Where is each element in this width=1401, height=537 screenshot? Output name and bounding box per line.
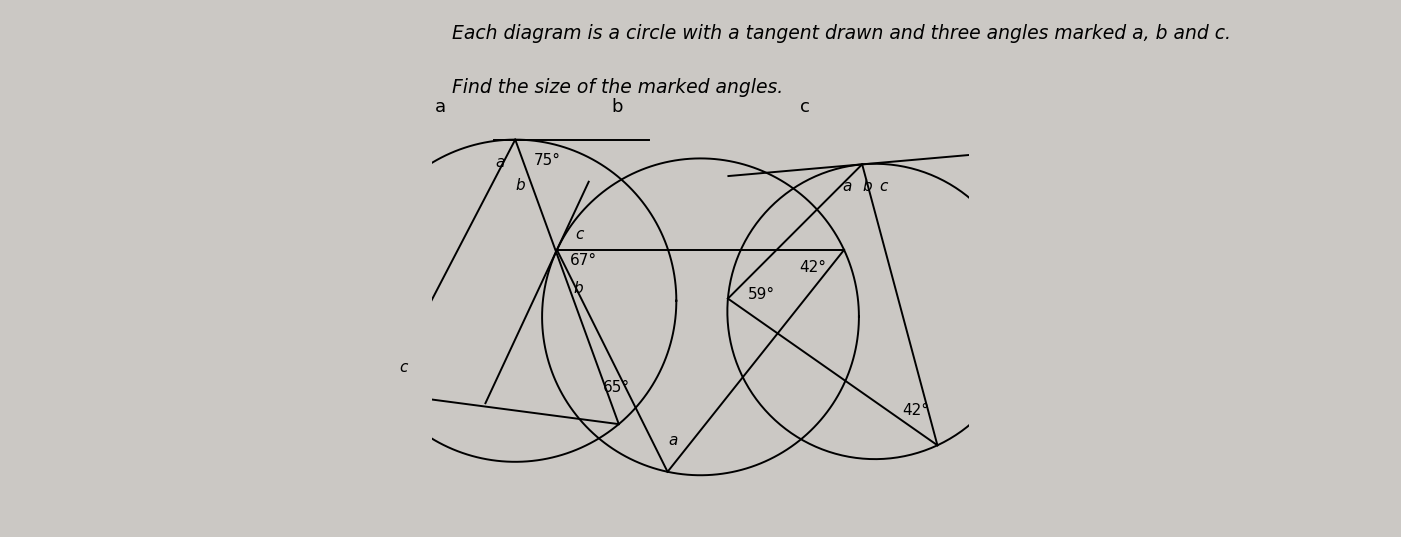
Text: a: a (496, 155, 504, 170)
Text: 42°: 42° (800, 259, 827, 274)
Text: b: b (611, 98, 623, 117)
Text: b: b (516, 178, 525, 193)
Text: Each diagram is a circle with a tangent drawn and three angles marked a, b and c: Each diagram is a circle with a tangent … (453, 24, 1231, 43)
Text: 59°: 59° (748, 287, 775, 302)
Text: c: c (800, 98, 810, 117)
Text: 42°: 42° (902, 403, 929, 418)
Text: c: c (576, 227, 584, 242)
Text: b: b (573, 281, 583, 296)
Text: c: c (880, 179, 888, 194)
Text: c: c (399, 360, 408, 375)
Text: Find the size of the marked angles.: Find the size of the marked angles. (453, 78, 783, 97)
Text: b: b (863, 179, 873, 194)
Text: a: a (668, 433, 678, 448)
Text: a: a (842, 179, 852, 194)
Text: a: a (434, 98, 446, 117)
Text: 67°: 67° (570, 253, 597, 268)
Text: 75°: 75° (534, 153, 560, 168)
Text: 65°: 65° (602, 380, 629, 395)
